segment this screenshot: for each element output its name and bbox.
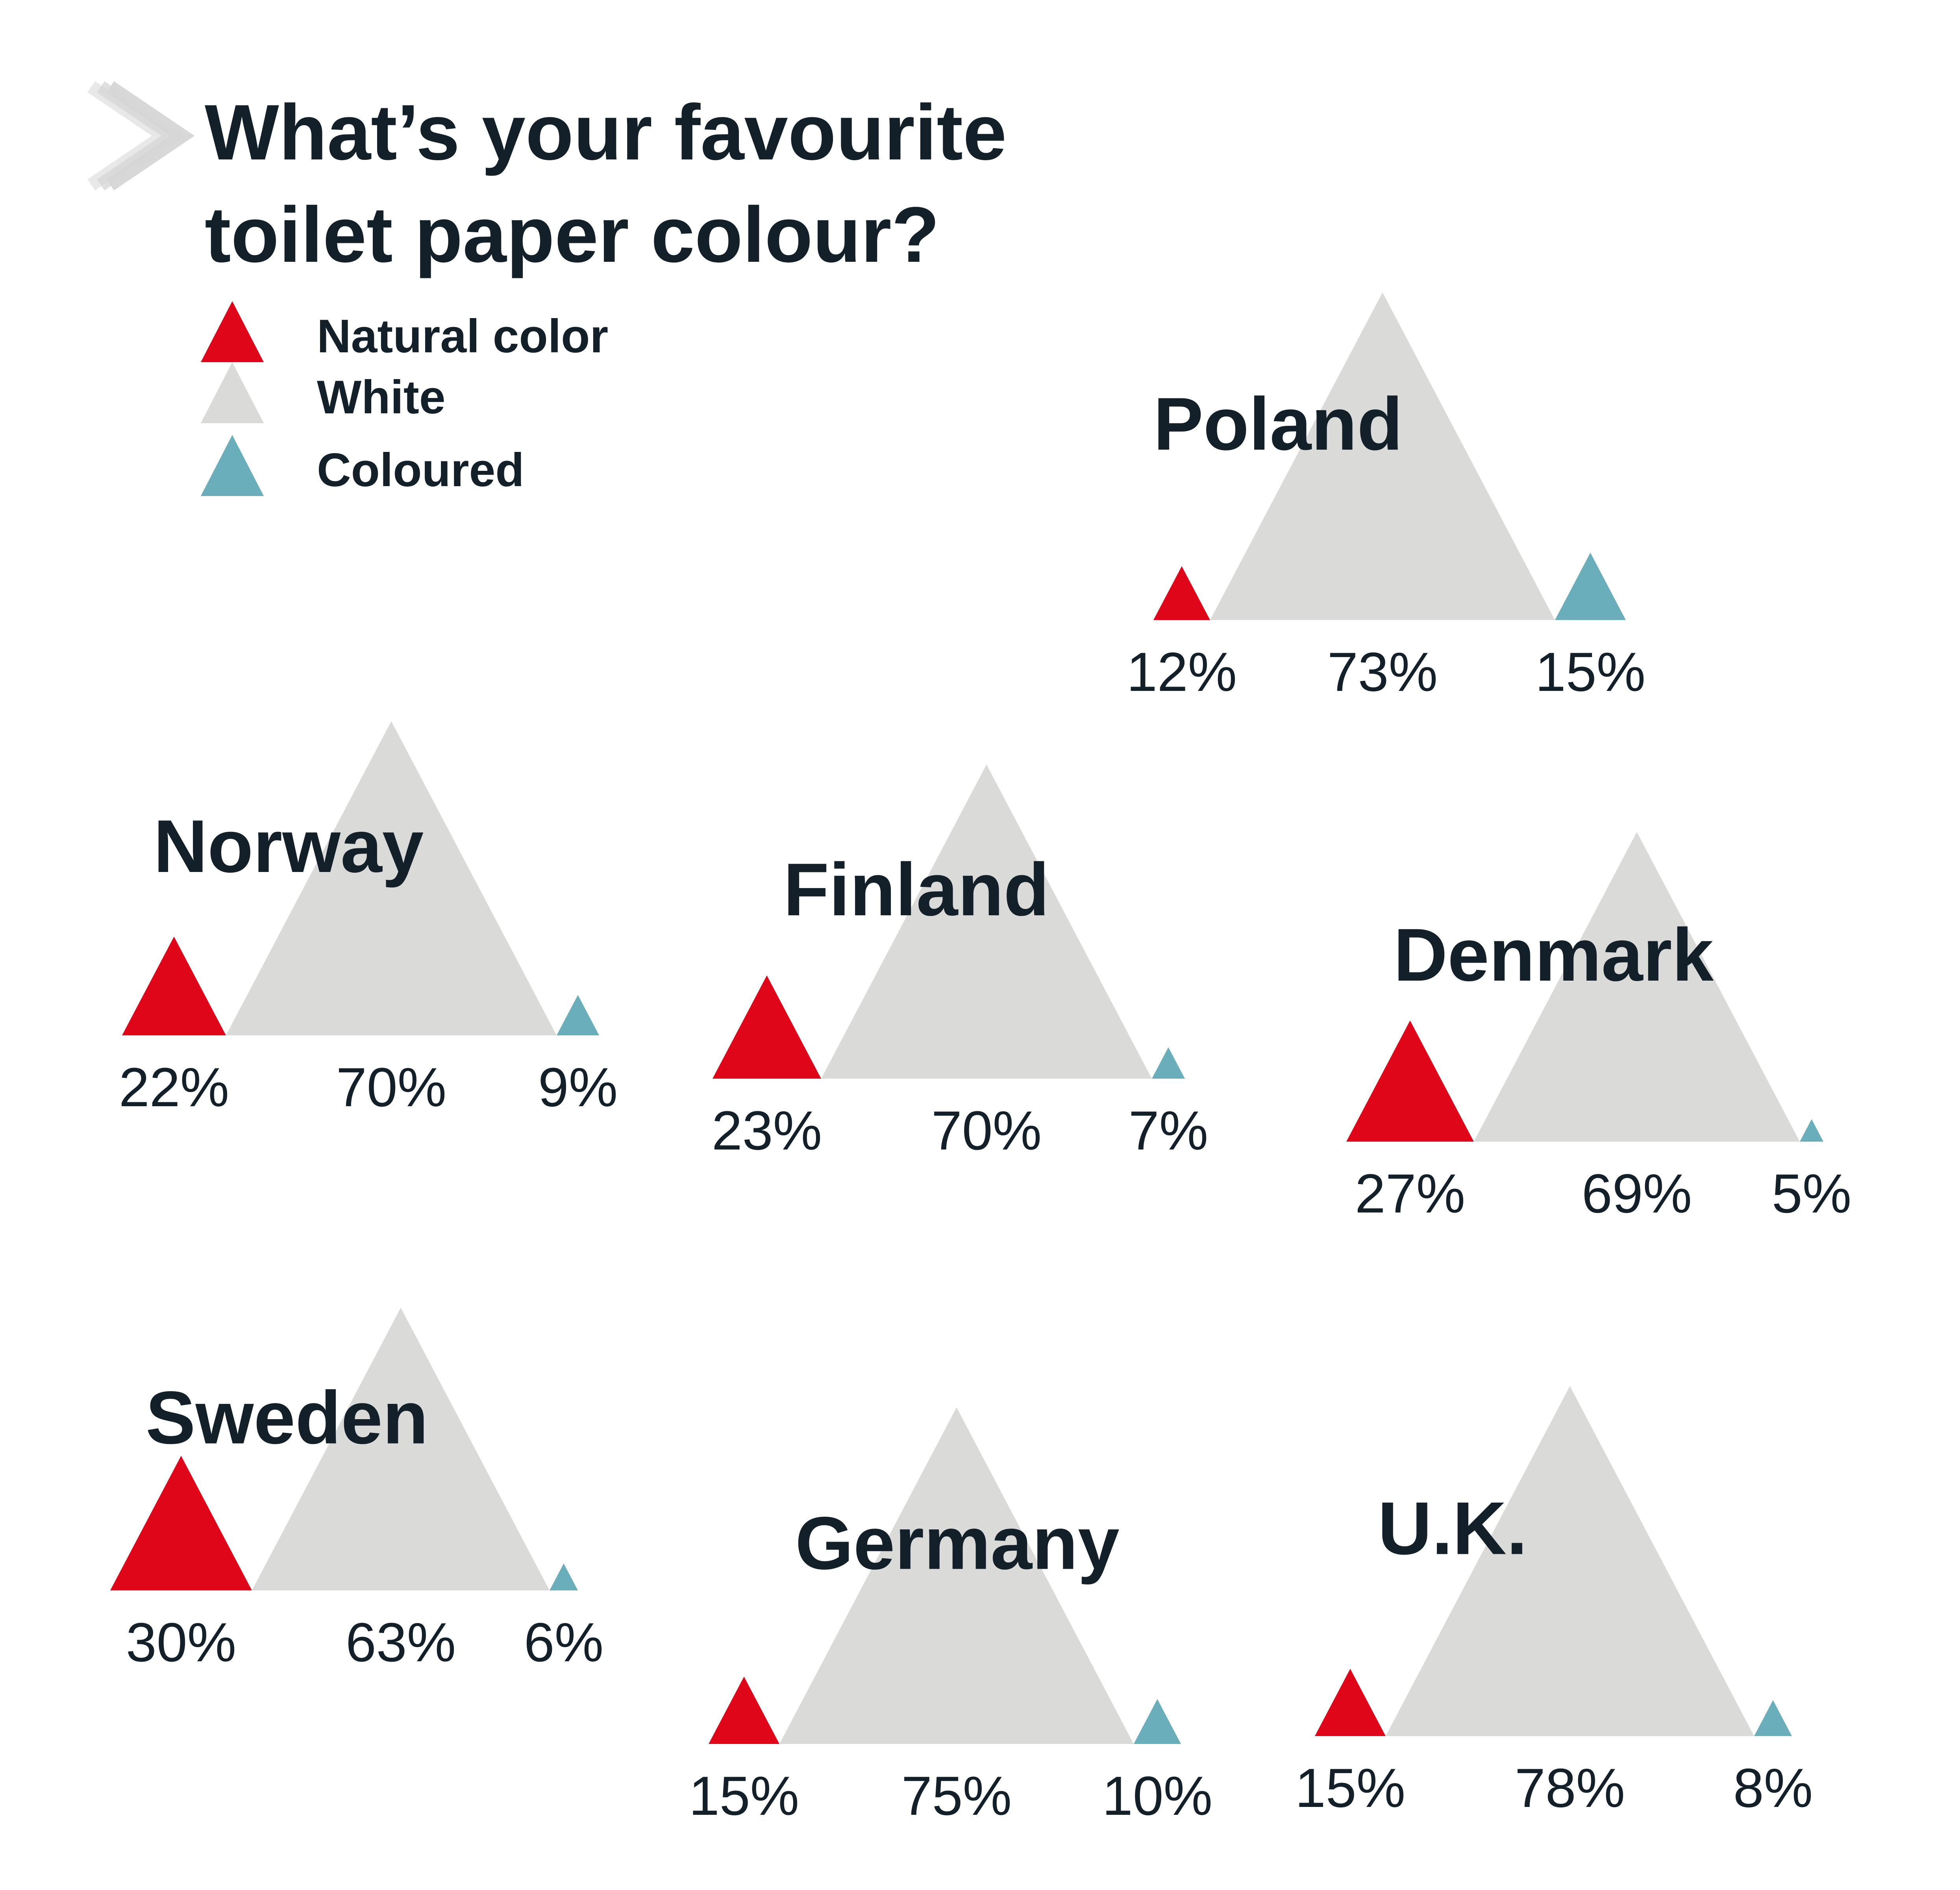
coloured-triangle — [1555, 553, 1626, 620]
country-panel-finland: Finland 23% 70% 7% — [712, 765, 1208, 1161]
white-value: 73% — [1327, 641, 1438, 703]
country-panel-norway: Norway 22% 70% 9% — [119, 721, 618, 1118]
country-name: Denmark — [1394, 913, 1714, 997]
natural-color-value: 22% — [119, 1056, 229, 1118]
country-panel-poland: Poland 12% 73% 15% — [1127, 292, 1645, 703]
natural-color-triangle — [1346, 1020, 1474, 1142]
natural-color-triangle — [122, 937, 226, 1035]
coloured-value: 8% — [1733, 1757, 1813, 1819]
country-panel-germany: Germany 15% 75% 10% — [689, 1407, 1212, 1827]
white-triangle — [252, 1307, 550, 1590]
white-triangle — [226, 721, 557, 1035]
natural-color-triangle — [110, 1456, 252, 1590]
legend-label: Coloured — [317, 444, 524, 496]
white-value: 70% — [336, 1056, 446, 1118]
chevron-stroke — [106, 81, 195, 191]
coloured-value: 7% — [1129, 1100, 1208, 1161]
country-name: Germany — [795, 1501, 1120, 1585]
country-name: U.K. — [1378, 1487, 1527, 1570]
natural-color-value: 12% — [1127, 641, 1237, 703]
coloured-triangle — [1152, 1047, 1185, 1079]
legend-item-white: White — [201, 362, 446, 424]
natural-color-triangle — [1315, 1669, 1386, 1736]
white-value: 69% — [1582, 1163, 1692, 1224]
chevron-right-icon — [87, 81, 195, 191]
white-triangle — [779, 1407, 1134, 1744]
legend-label: Natural color — [317, 310, 608, 363]
legend-item-coloured: Coloured — [201, 435, 524, 496]
coloured-value: 5% — [1772, 1163, 1851, 1224]
white-triangle — [1210, 292, 1555, 620]
white-triangle — [821, 765, 1152, 1079]
natural-color-value: 15% — [1295, 1757, 1405, 1819]
country-name: Norway — [154, 805, 424, 888]
legend-swatch-triangle — [201, 362, 264, 423]
country-name: Poland — [1153, 382, 1403, 466]
country-panel-u-k: U.K. 15% 78% 8% — [1295, 1386, 1813, 1819]
white-triangle — [1474, 832, 1800, 1142]
natural-color-triangle — [1153, 566, 1210, 620]
coloured-triangle — [550, 1563, 578, 1590]
white-value: 70% — [931, 1100, 1042, 1161]
coloured-triangle — [1800, 1119, 1823, 1142]
natural-color-triangle — [709, 1677, 779, 1744]
natural-color-value: 27% — [1355, 1163, 1465, 1224]
legend-swatch-triangle — [201, 435, 264, 496]
natural-color-value: 15% — [689, 1765, 799, 1827]
white-value: 78% — [1515, 1757, 1625, 1819]
legend-item-natural-color: Natural color — [201, 301, 608, 363]
legend-label: White — [317, 371, 446, 424]
chart-title-line-1: What’s your favourite — [205, 89, 1007, 176]
country-panels: Poland 12% 73% 15% Norway 22% 70% 9% Finland 23% 7… — [110, 292, 1851, 1827]
country-name: Sweden — [146, 1376, 428, 1460]
white-triangle — [1386, 1386, 1754, 1736]
natural-color-value: 23% — [712, 1100, 822, 1161]
coloured-value: 10% — [1102, 1765, 1212, 1827]
chart-title-line-2: toilet paper colour? — [205, 191, 940, 279]
natural-color-triangle — [713, 975, 821, 1079]
white-value: 75% — [901, 1765, 1012, 1827]
coloured-triangle — [557, 995, 599, 1035]
coloured-triangle — [1134, 1699, 1181, 1744]
natural-color-value: 30% — [126, 1611, 236, 1673]
country-name: Finland — [783, 848, 1049, 931]
coloured-value: 6% — [524, 1611, 603, 1673]
country-panel-denmark: Denmark 27% 69% 5% — [1346, 832, 1851, 1224]
white-value: 63% — [346, 1611, 456, 1673]
coloured-value: 15% — [1535, 641, 1645, 703]
coloured-value: 9% — [538, 1056, 618, 1118]
legend: Natural color White Coloured — [201, 301, 608, 496]
coloured-triangle — [1754, 1700, 1792, 1736]
country-panel-sweden: Sweden 30% 63% 6% — [110, 1307, 603, 1673]
legend-swatch-triangle — [201, 301, 264, 362]
